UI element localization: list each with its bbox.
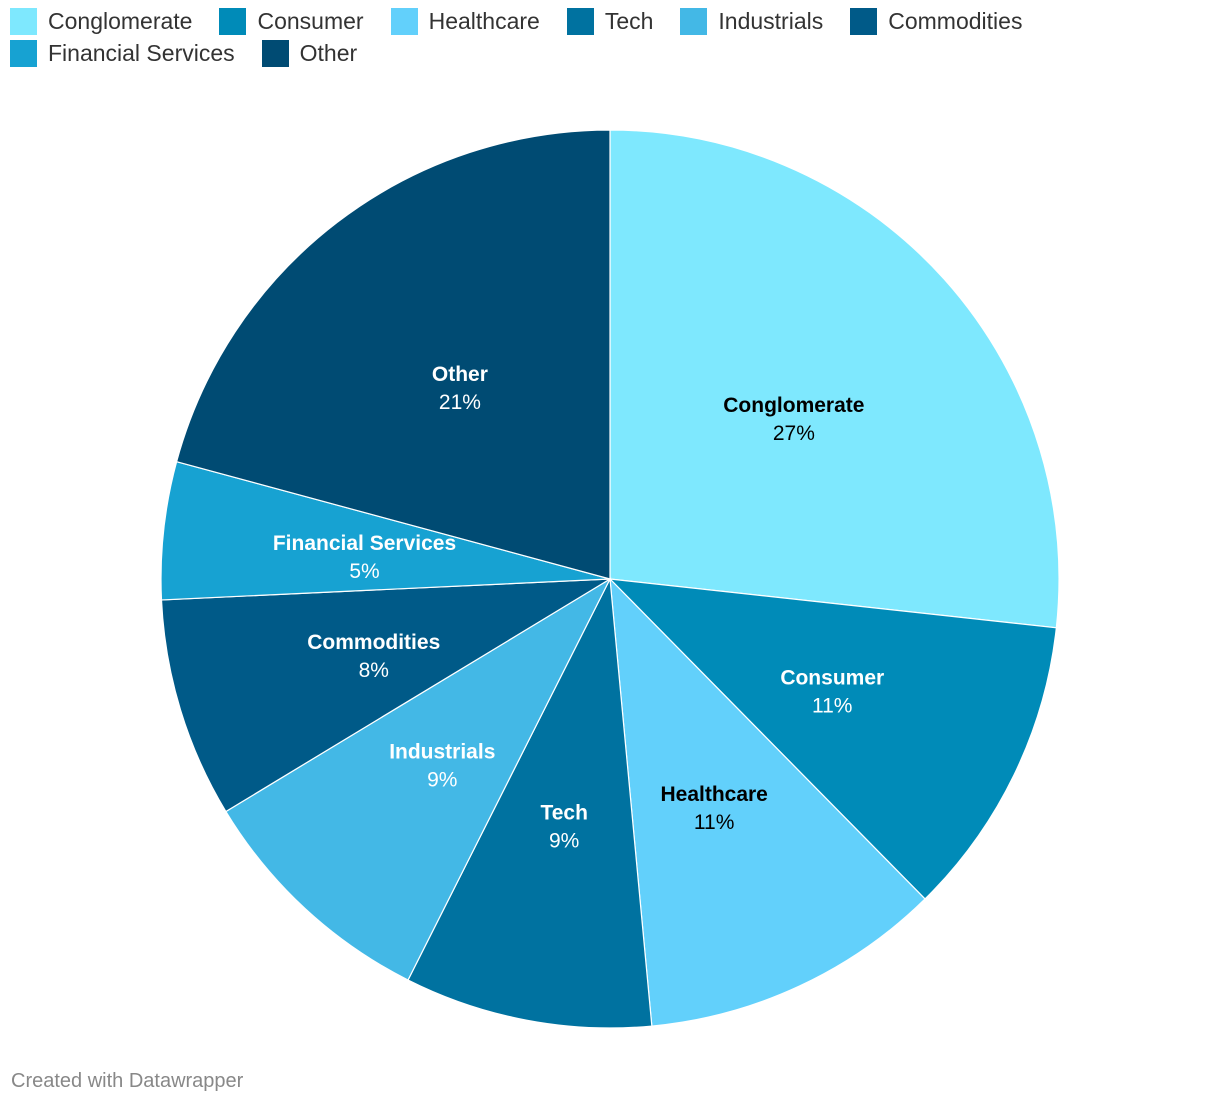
slice-label-name: Industrials: [389, 740, 495, 763]
legend-label: Conglomerate: [48, 7, 193, 34]
legend-swatch: [261, 39, 289, 67]
slice-label-value: 9%: [549, 830, 579, 853]
pie-slice-consumer: [608, 578, 1058, 900]
slice-label-name: Tech: [540, 802, 587, 825]
slice-label-name: Consumer: [780, 667, 884, 690]
legend-swatch: [390, 7, 418, 35]
slice-label-value: 21%: [439, 391, 481, 414]
legend-label: Industrials: [718, 7, 824, 34]
legend-item: Tech: [566, 7, 654, 35]
slice-label-value: 11%: [812, 695, 852, 718]
pie-slice-conglomerate: [609, 129, 1060, 629]
legend-item: Other: [261, 39, 358, 67]
legend-label: Consumer: [257, 7, 364, 34]
slice-label-name: Healthcare: [660, 783, 767, 806]
pie-slice-commodities: [160, 578, 611, 813]
slice-label-name: Commodities: [307, 631, 440, 654]
slice-label-name: Financial Services: [273, 532, 456, 555]
slice-label-value: 9%: [427, 768, 457, 791]
slice-label-value: 5%: [349, 560, 379, 583]
legend-swatch: [10, 39, 37, 67]
slice-label-name: Conglomerate: [723, 394, 864, 417]
pie-slice-industrials: [225, 577, 612, 981]
legend-item: Financial Services: [10, 39, 235, 67]
legend-swatch: [680, 7, 708, 35]
legend-label: Tech: [604, 7, 654, 34]
pie-slice-tech: [407, 576, 653, 1029]
legend-item: Commodities: [850, 7, 1022, 35]
legend-label: Healthcare: [428, 7, 540, 34]
legend: Conglomerate Consumer Healthcare Tech Indust…: [10, 7, 1210, 67]
slice-label-value: 11%: [694, 811, 734, 834]
legend-item: Consumer: [219, 7, 364, 35]
slice-label-value: 27%: [773, 422, 815, 445]
slice-label-name: Other: [432, 363, 488, 386]
legend-swatch: [219, 7, 247, 35]
legend-swatch: [10, 7, 37, 35]
legend-label: Financial Services: [48, 39, 235, 66]
legend-label: Other: [299, 39, 358, 66]
legend-swatch: [566, 7, 594, 35]
legend-swatch: [850, 7, 878, 35]
credit-text: Created with Datawrapper: [11, 1070, 244, 1092]
pie-slice-other: [175, 129, 611, 580]
legend-item: Industrials: [680, 7, 823, 35]
legend-item: Healthcare: [390, 7, 540, 35]
legend-label: Commodities: [888, 7, 1023, 34]
legend-item: Conglomerate: [10, 7, 192, 35]
slice-label-value: 8%: [359, 659, 389, 682]
pie-slice-healthcare: [609, 577, 926, 1027]
